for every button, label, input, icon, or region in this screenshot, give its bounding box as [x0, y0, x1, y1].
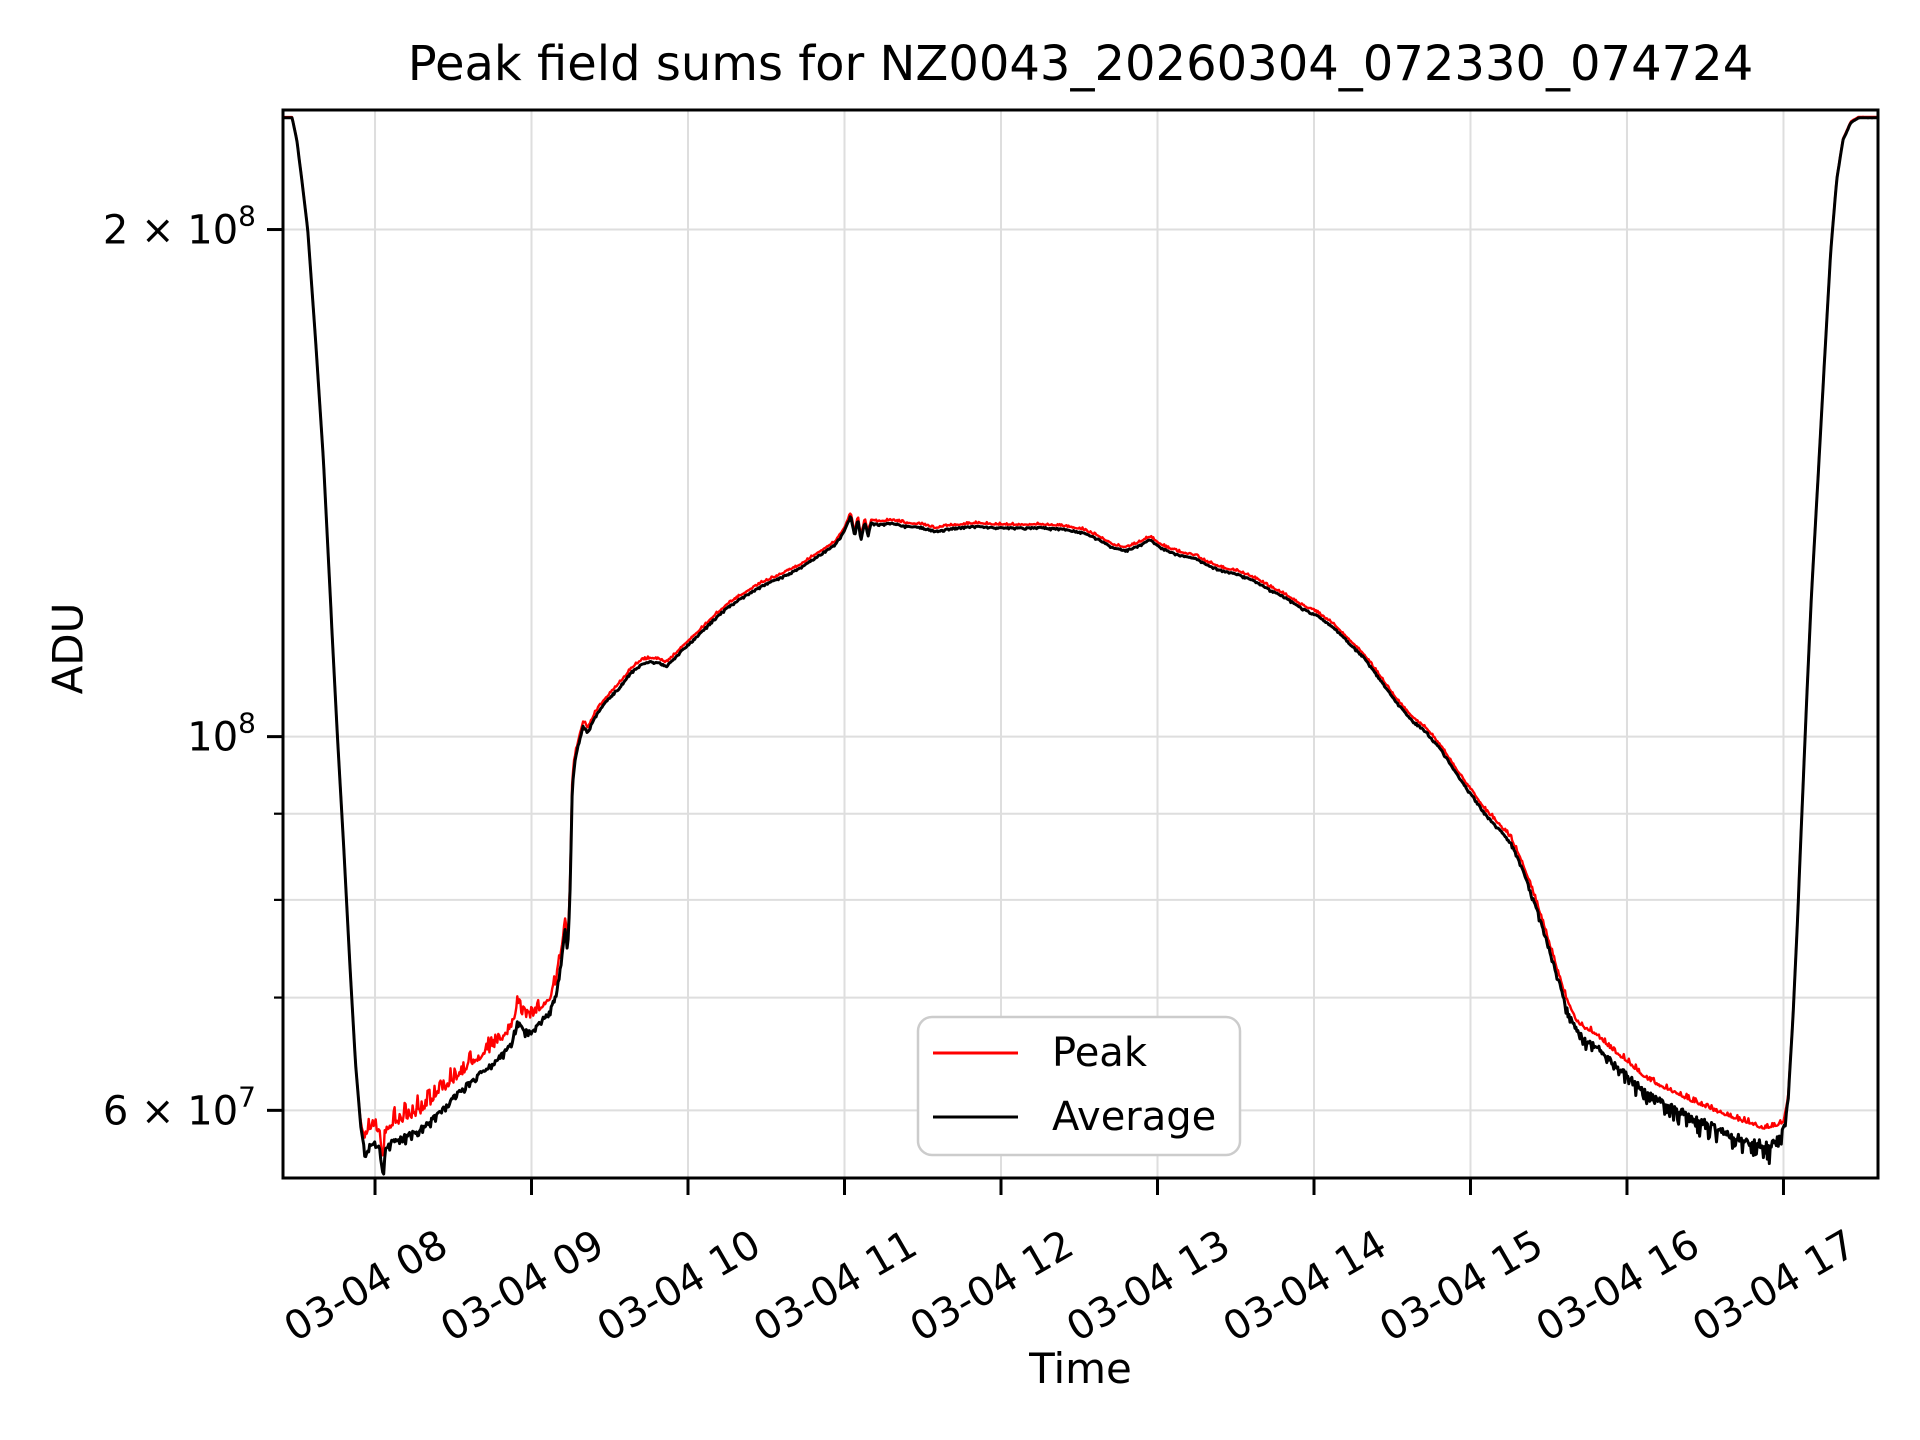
y-tick-label: 6 × 107 — [103, 1080, 256, 1134]
y-tick-label: 2 × 108 — [103, 200, 256, 254]
series-average-line — [283, 116, 1878, 1176]
series-peak-line — [283, 115, 1878, 1157]
plot-border — [281, 108, 1880, 1180]
y-axis-label: ADU — [43, 602, 93, 695]
x-axis-label: Time — [1029, 1344, 1132, 1393]
y-tick-label: 108 — [187, 707, 256, 761]
page-title: Peak field sums for NZ0043_20260304_0723… — [407, 36, 1754, 92]
legend-average-label: Average — [1052, 1094, 1216, 1140]
legend-peak-label: Peak — [1052, 1030, 1148, 1076]
